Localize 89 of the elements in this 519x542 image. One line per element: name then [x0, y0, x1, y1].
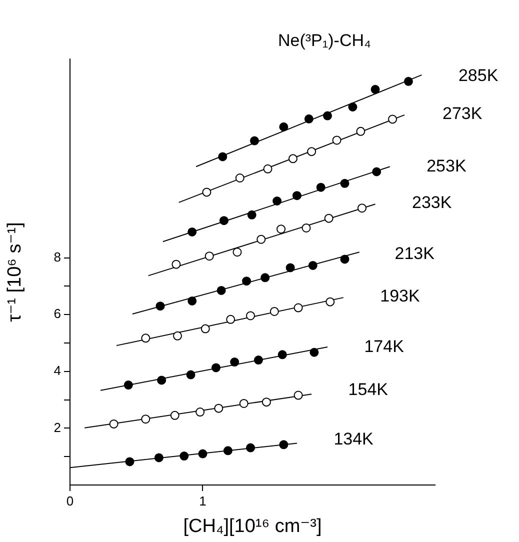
point	[202, 188, 212, 197]
point	[286, 263, 295, 272]
point	[235, 173, 244, 182]
y-tick-label: 8	[54, 249, 61, 264]
point	[246, 311, 256, 320]
point	[141, 414, 150, 424]
text: 285K	[458, 66, 499, 86]
point	[340, 254, 350, 264]
point	[288, 154, 298, 164]
point	[256, 234, 266, 244]
point	[242, 276, 252, 286]
point	[332, 136, 342, 145]
point	[294, 390, 303, 400]
point	[219, 216, 228, 226]
x-tick-label: 0	[66, 493, 74, 508]
point	[308, 260, 318, 270]
point	[292, 191, 302, 200]
y-tick-label: 4	[54, 362, 61, 378]
point	[204, 252, 214, 261]
text: 273K	[442, 104, 483, 123]
point	[141, 334, 150, 343]
text: 233K	[412, 192, 452, 212]
point	[230, 358, 240, 367]
point	[247, 210, 256, 220]
text: 253K	[426, 156, 467, 176]
point	[348, 102, 358, 112]
y-axis-title: τ⁻¹ [10⁶ s⁻¹]	[4, 222, 26, 322]
point	[302, 223, 311, 232]
point	[250, 136, 259, 146]
point	[246, 443, 256, 452]
y-tick-label: 2	[54, 420, 61, 435]
point	[340, 178, 350, 188]
point	[239, 398, 248, 408]
point	[154, 453, 164, 462]
point	[124, 380, 133, 390]
point	[272, 196, 282, 206]
point	[109, 419, 118, 428]
point	[279, 440, 288, 450]
point	[370, 84, 380, 94]
point	[223, 446, 232, 456]
point	[172, 260, 181, 269]
point	[212, 363, 220, 372]
point	[198, 449, 208, 458]
point	[276, 224, 286, 234]
point	[196, 408, 205, 417]
point	[254, 356, 263, 365]
point	[326, 297, 335, 306]
y-tick-label: 6	[54, 306, 61, 322]
point	[218, 152, 228, 162]
point	[214, 404, 224, 413]
point	[358, 204, 366, 213]
point	[294, 303, 303, 312]
point	[307, 147, 316, 156]
point	[404, 76, 413, 86]
text: 134K	[334, 429, 374, 448]
point	[180, 452, 189, 461]
x-axis-title: [CH₄][10¹⁶ cm⁻³]	[183, 516, 322, 537]
point	[170, 410, 180, 420]
point	[324, 214, 334, 223]
point	[226, 314, 236, 324]
text: 154K	[348, 380, 389, 399]
point	[316, 182, 326, 192]
text: 174K	[364, 337, 405, 356]
point	[188, 296, 197, 306]
point	[125, 457, 134, 466]
point	[356, 126, 366, 136]
chart-title: Ne(³P₁)-CH₄	[278, 31, 372, 50]
point	[310, 348, 319, 357]
point	[156, 302, 165, 311]
point	[322, 111, 332, 120]
point	[200, 324, 210, 334]
point	[216, 286, 226, 295]
text: 213K	[394, 244, 436, 263]
point	[388, 114, 398, 124]
point	[262, 398, 271, 407]
x-tick-label: 1	[199, 493, 206, 508]
point	[188, 227, 197, 236]
point	[173, 331, 182, 340]
point	[263, 164, 272, 174]
point	[279, 122, 288, 132]
point	[304, 114, 314, 124]
point	[232, 248, 242, 257]
point	[278, 350, 287, 360]
point	[372, 167, 382, 176]
point	[186, 370, 196, 380]
text: 193K	[380, 286, 421, 306]
point	[270, 306, 279, 316]
point	[157, 376, 166, 385]
point	[260, 273, 270, 282]
